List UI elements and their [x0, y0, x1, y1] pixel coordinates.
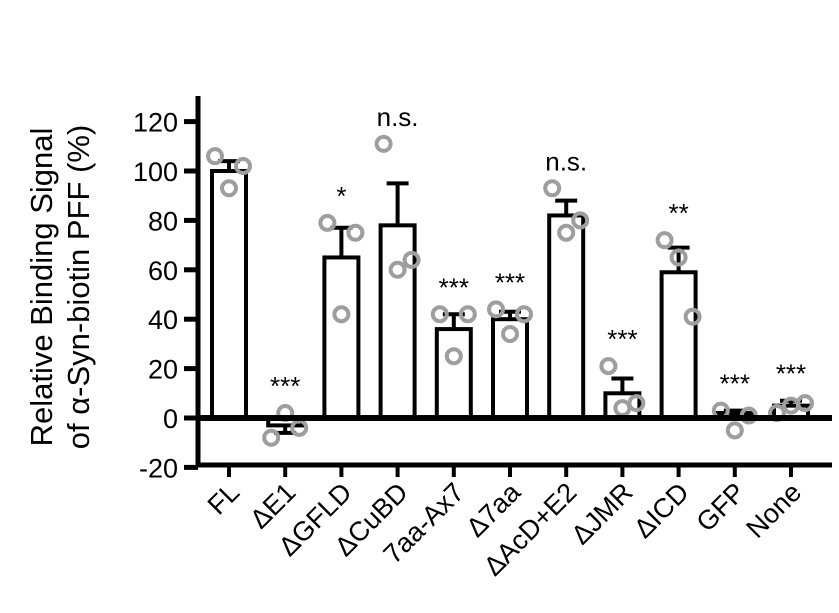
data-point: [655, 231, 674, 250]
data-point: [515, 305, 533, 324]
data-point: [501, 325, 519, 344]
x-axis: FLΔE1ΔGFLDΔCuBD7aa-Ax7Δ7aaΔAcD+E2ΔJMRΔIC…: [198, 462, 832, 582]
significance-label: *: [336, 181, 346, 211]
significance-label: ***: [720, 369, 750, 399]
y-tick-label: 20: [148, 355, 178, 385]
bars: [210, 169, 810, 428]
significance-labels: ****n.s.*** ***n.s.******** ***: [270, 102, 806, 401]
data-point: [796, 394, 814, 413]
data-point: [346, 223, 365, 242]
y-axis: -20 0 20 40 60 80 100 120: [133, 96, 201, 483]
data-point: [557, 223, 576, 242]
data-point: [487, 300, 505, 319]
data-point: [318, 213, 337, 232]
data-point: [683, 307, 702, 326]
y-tick-label: 60: [148, 256, 178, 286]
significance-label: ***: [607, 324, 637, 354]
category-label: FL: [202, 477, 245, 520]
y-tick-label: 80: [148, 206, 178, 236]
bar: [547, 213, 586, 420]
y-tick-label: 0: [163, 404, 178, 434]
bar: [491, 317, 529, 421]
category-label: ΔJMR: [565, 477, 638, 550]
y-axis-title-line-1: Relative Binding Signal: [24, 128, 59, 447]
significance-label: ***: [495, 267, 525, 297]
y-tick-label: 120: [133, 108, 178, 138]
data-point: [458, 305, 477, 324]
y-axis-title-line-2: of α-Syn-biotin PFF (%): [61, 125, 96, 450]
data-point: [388, 260, 407, 279]
data-point: [669, 248, 688, 267]
data-point: [206, 147, 224, 166]
significance-label: **: [668, 198, 688, 228]
bar: [378, 223, 417, 420]
data-point: [220, 179, 238, 198]
category-label: GFP: [691, 477, 751, 537]
data-point: [430, 305, 449, 324]
significance-label: ***: [776, 359, 806, 389]
category-label: ΔICD: [628, 477, 695, 544]
data-points: [206, 134, 814, 447]
y-tick-label: -20: [139, 453, 178, 483]
bar: [434, 327, 473, 420]
data-point: [262, 428, 281, 447]
category-label: None: [740, 477, 807, 544]
data-point: [571, 211, 590, 230]
bar: [659, 270, 698, 420]
significance-label: ***: [439, 272, 469, 302]
data-point: [374, 134, 393, 153]
y-tick-label: 100: [133, 157, 178, 187]
significance-label: n.s.: [377, 102, 419, 132]
data-point: [599, 357, 618, 376]
y-axis-title: Relative Binding Signal of α-Syn-biotin …: [24, 125, 96, 450]
bar: [322, 255, 361, 421]
data-point: [332, 305, 351, 324]
data-point: [543, 179, 562, 198]
y-tick-label: 40: [148, 305, 178, 335]
data-point: [234, 157, 252, 176]
data-point: [725, 421, 744, 440]
data-point: [444, 347, 463, 366]
data-point: [627, 394, 646, 413]
significance-label: n.s.: [545, 146, 587, 176]
data-point: [402, 250, 421, 269]
significance-label: ***: [270, 371, 300, 401]
bar: [210, 169, 248, 420]
